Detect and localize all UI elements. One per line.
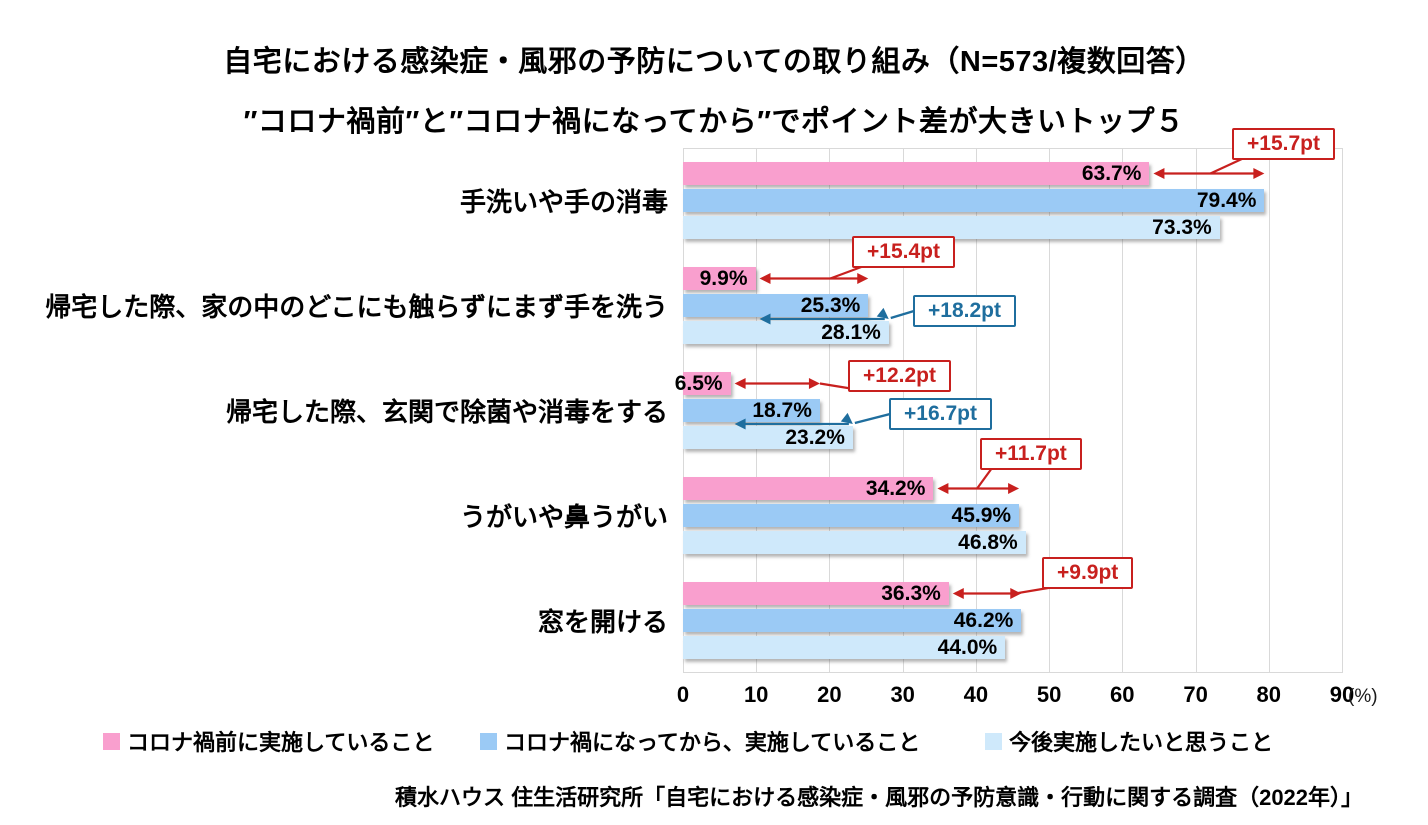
plot-bottom-border xyxy=(683,672,1343,673)
source-text: 積水ハウス 住生活研究所「自宅における感染症・風邪の予防意識・行動に関する調査（… xyxy=(394,785,1364,810)
bar-value-label: 6.5% xyxy=(674,371,723,395)
gridline xyxy=(1342,148,1343,672)
legend-item: コロナ禍になってから、実施していること xyxy=(480,728,921,755)
bar-value-label: 28.1% xyxy=(821,320,881,344)
chart-subtitle: ″コロナ禍前″と″コロナ禍になってから″でポイント差が大きいトップ５ xyxy=(243,106,1185,138)
bar-pink: 6.5% xyxy=(675,372,731,395)
x-axis-tick: 40 xyxy=(963,682,989,707)
bar-lightblue: 46.8% xyxy=(683,531,1026,554)
bar-lightblue: 73.3% xyxy=(683,216,1220,239)
x-axis-tick: 0 xyxy=(676,682,690,707)
bar-lightblue: 23.2% xyxy=(683,426,853,449)
bar-blue: 45.9% xyxy=(683,503,1020,527)
gridline xyxy=(1268,148,1270,672)
bar-pink: 34.2% xyxy=(683,476,934,500)
legend-item: コロナ禍前に実施していること xyxy=(103,728,435,755)
annotation-box: +11.7pt xyxy=(980,438,1082,470)
category-label: 帰宅した際、家の中のどこにも触らずにまず手を洗う xyxy=(45,292,668,322)
gridline xyxy=(1195,148,1197,672)
legend-swatch xyxy=(103,732,120,750)
gridline xyxy=(829,148,831,672)
annotation-box: +18.2pt xyxy=(913,295,1016,327)
legend-label: コロナ禍前に実施していること xyxy=(127,730,435,755)
gridline xyxy=(1122,148,1124,672)
axis-unit-label: (%) xyxy=(1348,686,1378,707)
legend-item: 今後実施したいと思うこと xyxy=(985,728,1274,755)
x-axis-tick: 90 xyxy=(1329,682,1355,707)
bar-value-label: 25.3% xyxy=(800,293,861,317)
bar-value-label: 18.7% xyxy=(752,398,812,422)
bar-value-label: 46.8% xyxy=(958,530,1018,554)
bar-blue: 18.7% xyxy=(683,399,820,422)
legend-label: 今後実施したいと思うこと xyxy=(1009,730,1274,755)
bar-value-label: 79.4% xyxy=(1196,188,1257,212)
bar-value-label: 46.2% xyxy=(953,608,1014,632)
bar-pink: 63.7% xyxy=(683,161,1150,185)
annotation-box: +15.4pt xyxy=(852,236,955,268)
x-axis-tick: 30 xyxy=(890,682,915,707)
bar-blue: 79.4% xyxy=(683,188,1265,212)
bar-value-label: 63.7% xyxy=(1081,161,1142,185)
legend-swatch xyxy=(985,732,1002,750)
bar-value-label: 45.9% xyxy=(951,503,1012,527)
bar-value-label: 9.9% xyxy=(699,266,748,290)
bar-value-label: 36.3% xyxy=(881,581,941,605)
legend-swatch xyxy=(480,732,497,750)
bar-blue: 46.2% xyxy=(683,608,1022,632)
annotation-box: +16.7pt xyxy=(889,398,992,430)
x-axis-tick: 80 xyxy=(1256,682,1282,707)
gridline xyxy=(1049,148,1051,672)
bar-value-label: 34.2% xyxy=(865,476,926,500)
annotation-box: +12.2pt xyxy=(848,360,951,392)
bar-lightblue: 44.0% xyxy=(683,635,1006,659)
chart-title: 自宅における感染症・風邪の予防についての取り組み（N=573/複数回答） xyxy=(223,46,1205,78)
bar-pink: 9.9% xyxy=(683,267,756,290)
bar-value-label: 73.3% xyxy=(1152,215,1212,239)
category-label: うがいや鼻うがい xyxy=(459,502,668,532)
x-axis-tick: 60 xyxy=(1110,682,1135,707)
x-axis-tick: 50 xyxy=(1036,682,1062,707)
bar-pink: 36.3% xyxy=(683,582,949,605)
x-axis-tick: 70 xyxy=(1183,682,1208,707)
annotation-box: +9.9pt xyxy=(1042,557,1134,589)
plot-top-border xyxy=(683,148,1343,149)
bar-value-label: 23.2% xyxy=(785,425,845,449)
bar-blue: 25.3% xyxy=(683,293,869,317)
bar-value-label: 44.0% xyxy=(937,635,998,659)
legend-label: コロナ禍になってから、実施していること xyxy=(504,730,921,755)
category-label: 手洗いや手の消毒 xyxy=(459,187,668,217)
x-axis-tick: 20 xyxy=(817,682,842,707)
annotation-box: +15.7pt xyxy=(1232,128,1335,160)
bar-lightblue: 28.1% xyxy=(683,321,889,344)
category-label: 帰宅した際、玄関で除菌や消毒をする xyxy=(225,397,668,427)
category-label: 窓を開ける xyxy=(537,607,668,637)
x-axis-tick: 10 xyxy=(743,682,769,707)
